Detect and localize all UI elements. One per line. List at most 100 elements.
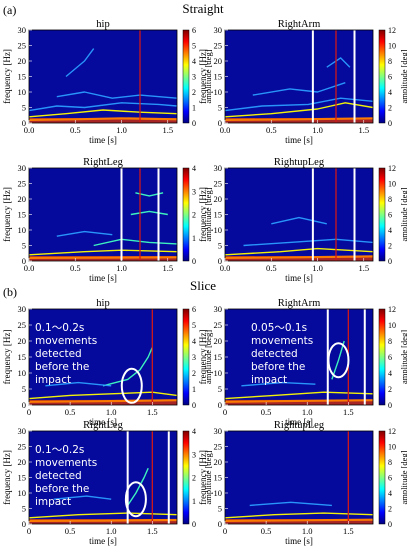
colorbar-tick-label: 3 [192, 450, 196, 459]
annotation-text-line: movements [35, 335, 97, 347]
y-tick-label: 30 [18, 25, 27, 35]
ridge-4 [225, 117, 373, 121]
colorbar [378, 430, 386, 525]
colorbar-tick-label: 1 [192, 234, 196, 243]
colorbar-tick-label: 0 [192, 401, 196, 410]
y-tick-label: 25 [214, 41, 223, 51]
panel-title: RightArm [278, 298, 321, 309]
ridge-3 [225, 255, 373, 259]
x-tick-label: 1.5 [147, 526, 158, 536]
y-tick-label: 25 [18, 179, 27, 189]
colorbar-label: amplitude [deg] [203, 450, 213, 504]
y-tick-label: 5 [22, 241, 26, 251]
y-tick-label: 5 [22, 504, 26, 514]
colorbar-tick-label: 6 [388, 474, 392, 483]
ridge-2 [29, 518, 177, 522]
colorbar [182, 167, 190, 262]
ridge-group [29, 48, 177, 121]
ridge-3 [326, 57, 351, 68]
x-tick-label: 1.0 [302, 526, 313, 536]
colorbar [182, 29, 190, 124]
ridge-1 [127, 467, 149, 506]
y-tick-label: 15 [18, 473, 27, 483]
annotation-text-line: detected [251, 348, 298, 360]
y-axis-label: frequency [Hz] [198, 450, 208, 505]
y-tick-label: 0 [22, 400, 26, 410]
colorbar [378, 308, 386, 406]
colorbar-tick-label: 4 [192, 337, 196, 346]
colorbar-tick-label: 12 [388, 164, 396, 173]
annotation-text-line: detected [35, 348, 82, 360]
colorbar-tick-label: 0 [192, 257, 196, 266]
annotation-text-line: before the [251, 361, 305, 373]
annotation-text-line: before the [35, 361, 89, 373]
colorbar-tick-label: 8 [388, 458, 392, 467]
y-axis-label: frequency [Hz] [198, 330, 208, 385]
y-tick-label: 25 [18, 442, 27, 452]
x-tick-label: 0.5 [70, 125, 81, 135]
y-tick-label: 30 [18, 163, 27, 173]
x-tick-label: 0 [27, 407, 31, 417]
annotation-text-line: impact [251, 374, 287, 386]
colorbar-tick-label: 3 [192, 353, 196, 362]
low-frequency-band [225, 256, 373, 261]
colorbar-tick-label: 10 [388, 443, 396, 452]
ridge-2 [271, 216, 327, 225]
y-tick-label: 10 [18, 87, 27, 97]
y-tick-label: 30 [214, 163, 223, 173]
annotation-text-line: 0.1～0.2s [35, 444, 84, 456]
colorbar-tick-label: 6 [388, 73, 392, 82]
x-tick-label: 0.0 [24, 263, 35, 273]
y-tick-label: 20 [18, 457, 27, 467]
low-frequency-band [225, 399, 373, 405]
colorbar [378, 167, 386, 262]
panel-title: RightupLeg [274, 420, 325, 431]
x-tick-label: 0.5 [65, 526, 76, 536]
colorbar-tick-label: 2 [388, 104, 392, 113]
y-tick-label: 15 [18, 72, 27, 82]
x-tick-label: 0 [223, 526, 227, 536]
ridge-3 [53, 495, 112, 500]
ridge-group [29, 192, 177, 259]
y-tick-label: 30 [18, 426, 27, 436]
x-tick-label: 1.0 [302, 407, 313, 417]
annotation-text-line: impact [35, 496, 71, 508]
low-frequency-band [225, 519, 373, 524]
plot-area [225, 431, 373, 524]
colorbar-tick-label: 2 [192, 474, 196, 483]
x-tick-label: 0.0 [220, 263, 231, 273]
y-tick-label: 0 [218, 118, 222, 128]
ridge-2 [252, 82, 346, 96]
ridge-0 [29, 391, 177, 400]
colorbar-label: amplitude [deg] [399, 330, 407, 384]
y-tick-label: 0 [218, 519, 222, 529]
y-tick-label: 10 [214, 368, 223, 378]
x-tick-label: 0.0 [220, 125, 231, 135]
y-tick-label: 15 [18, 352, 27, 362]
colorbar-tick-label: 12 [388, 26, 396, 35]
colorbar-tick-label: 0 [192, 119, 196, 128]
y-tick-label: 15 [214, 210, 223, 220]
x-tick-label: 1.5 [147, 407, 158, 417]
colorbar-label: amplitude [deg] [399, 49, 407, 103]
ridge-1 [225, 97, 373, 112]
x-axis-label: time [s] [89, 417, 117, 427]
panel-title: RightLeg [83, 157, 123, 168]
ridge-1 [29, 102, 177, 112]
x-tick-label: 0.5 [266, 125, 277, 135]
colorbar-tick-label: 4 [388, 489, 392, 498]
x-tick-label: 0.0 [24, 125, 35, 135]
x-axis-label: time [s] [285, 135, 313, 145]
y-axis-label: frequency [Hz] [2, 187, 12, 242]
ridge-2 [56, 91, 177, 99]
annotation-text-line: movements [251, 335, 313, 347]
low-frequency-band [29, 118, 177, 123]
y-tick-label: 25 [214, 179, 223, 189]
x-axis-label: time [s] [285, 417, 313, 427]
y-tick-label: 15 [214, 72, 223, 82]
annotation-ellipse [327, 342, 350, 379]
